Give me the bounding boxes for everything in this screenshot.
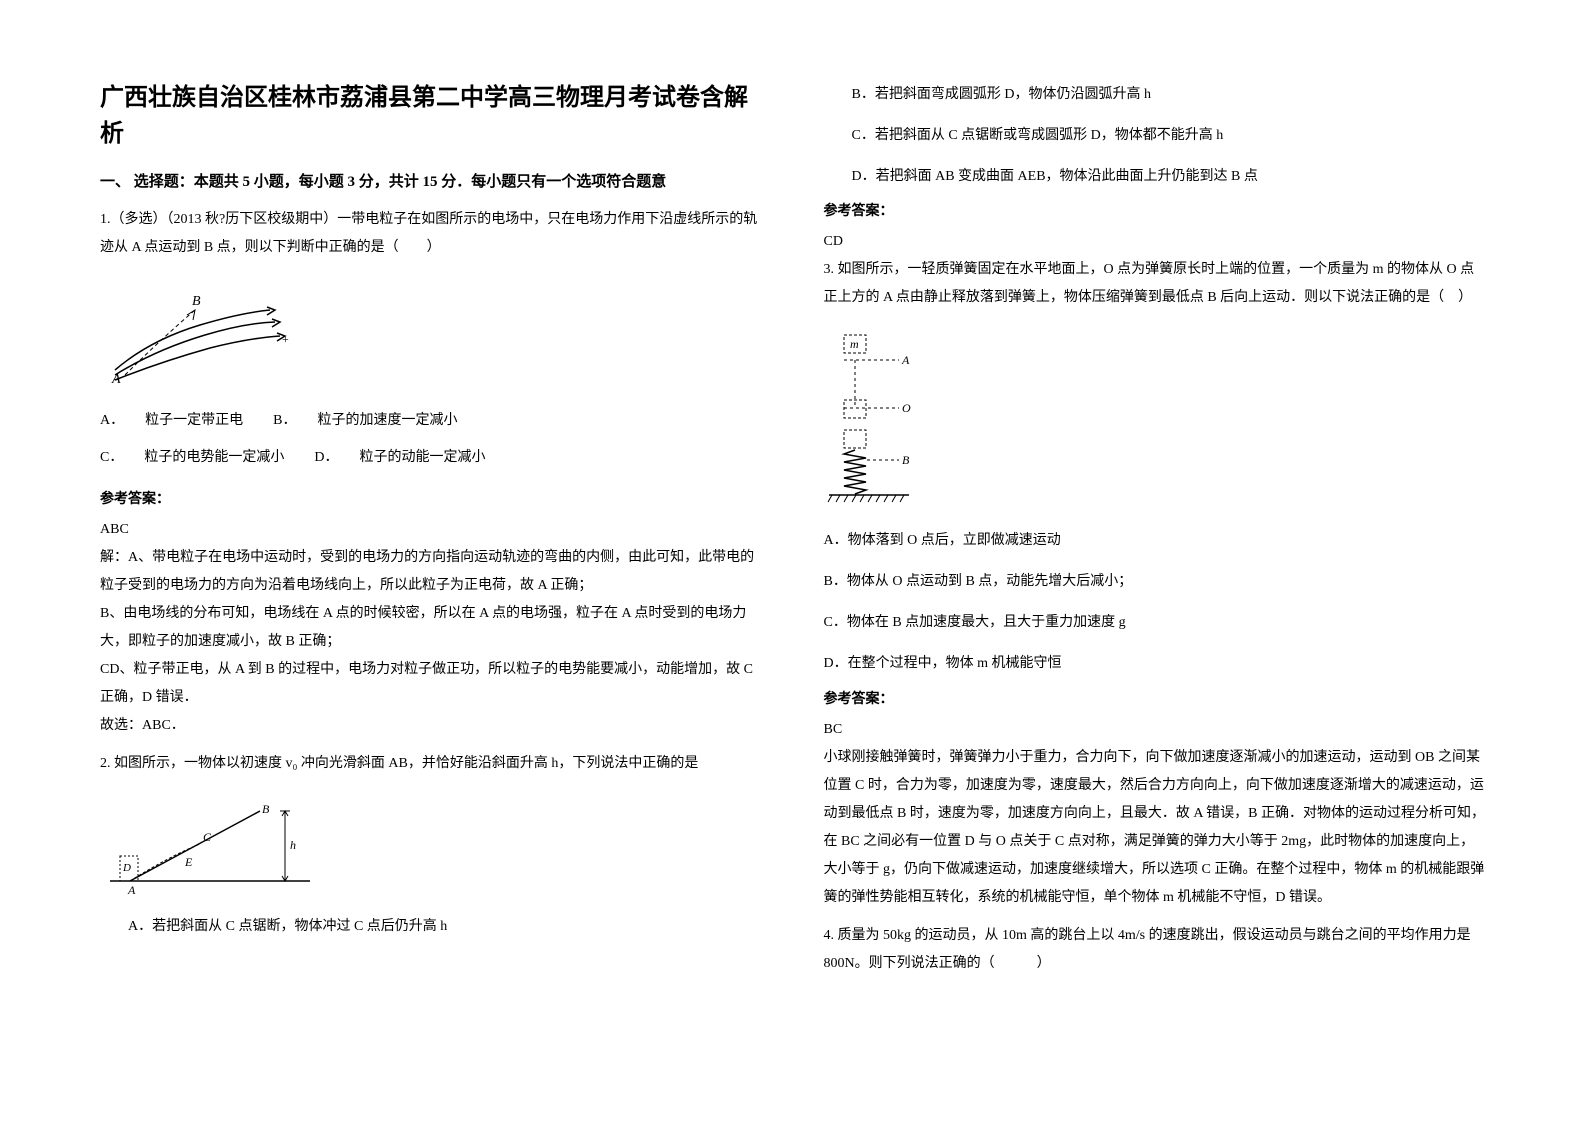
q2-answer: CD [824,228,1488,256]
q2-label-B: B [262,802,270,816]
q1-answer-label: 参考答案： [100,488,764,508]
q2-label-D: D [122,862,131,874]
q4-text: 4. 质量为 50kg 的运动员，从 10m 高的跳台上以 4m/s 的速度跳出… [824,922,1488,978]
q3-option-b: B．物体从 O 点运动到 B 点，动能先增大后减小； [824,567,1488,598]
q3-text: 3. 如图所示，一轻质弹簧固定在水平地面上，O 点为弹簧原长时上端的位置，一个质… [824,256,1488,312]
q3-option-a: A．物体落到 O 点后，立即做减速运动 [824,526,1488,557]
q1-option-d: D． 粒子的动能一定减小 [314,443,485,474]
q2-label-C: C [203,830,212,844]
q2-option-d: D．若把斜面 AB 变成曲面 AEB，物体沿此曲面上升仍能到达 B 点 [824,162,1488,193]
q1-label-A: A [111,372,121,387]
q3-answer-label: 参考答案： [824,688,1488,708]
q3-label-m: m [850,337,859,351]
q1-explain4: 故选：ABC． [100,712,764,740]
q2-label-h: h [290,838,296,852]
section-header: 一、 选择题：本题共 5 小题，每小题 3 分，共计 15 分．每小题只有一个选… [100,170,764,194]
exam-title: 广西壮族自治区桂林市荔浦县第二中学高三物理月考试卷含解析 [100,80,764,152]
q1-explain1: 解：A、带电粒子在电场中运动时，受到的电场力的方向指向运动轨迹的弯曲的内侧，由此… [100,544,764,600]
q2-option-b: B．若把斜面弯成圆弧形 D，物体仍沿圆弧升高 h [824,80,1488,111]
q2-option-a: A．若把斜面从 C 点锯断，物体冲过 C 点后仍升高 h [100,912,764,943]
q3-option-c: C．物体在 B 点加速度最大，且大于重力加速度 g [824,608,1488,639]
q3-figure: m A O B [824,330,1488,510]
left-column: 广西壮族自治区桂林市荔浦县第二中学高三物理月考试卷含解析 一、 选择题：本题共 … [100,80,764,1082]
q3-explain: 小球刚接触弹簧时，弹簧弹力小于重力，合力向下，向下做加速度逐渐减小的加速运动，运… [824,744,1488,912]
q3-label-B: B [902,453,910,467]
q2-figure: D B C E A h [100,796,764,896]
q1-label-B: B [192,294,201,309]
q1-figure: A B + [100,280,764,390]
q1-option-c: C． 粒子的电势能一定减小 [100,443,284,474]
right-column: B．若把斜面弯成圆弧形 D，物体仍沿圆弧升高 h C．若把斜面从 C 点锯断或弯… [824,80,1488,1082]
q1-explain2: B、由电场线的分布可知，电场线在 A 点的时候较密，所以在 A 点的电场强，粒子… [100,600,764,656]
q3-option-d: D．在整个过程中，物体 m 机械能守恒 [824,649,1488,680]
q1-option-a: A． 粒子一定带正电 [100,406,243,437]
q1-text: 1.（多选）（2013 秋?历下区校级期中）一带电粒子在如图所示的电场中，只在电… [100,206,764,262]
q2-option-c: C．若把斜面从 C 点锯断或弯成圆弧形 D，物体都不能升高 h [824,121,1488,152]
q1-answer: ABC [100,516,764,544]
q2-text: 2. 如图所示，一物体以初速度 v₀ 冲向光滑斜面 AB，并恰好能沿斜面升高 h… [100,750,764,778]
q2-label-E: E [184,855,193,869]
q3-answer: BC [824,716,1488,744]
svg-text:+: + [282,332,289,346]
q2-label-A: A [127,883,136,896]
q2-answer-label: 参考答案： [824,200,1488,220]
q1-explain3: CD、粒子带正电，从 A 到 B 的过程中，电场力对粒子做正功，所以粒子的电势能… [100,656,764,712]
q1-option-b: B． 粒子的加速度一定减小 [273,406,457,437]
q3-label-O: O [902,401,911,415]
q3-label-A: A [901,353,910,367]
